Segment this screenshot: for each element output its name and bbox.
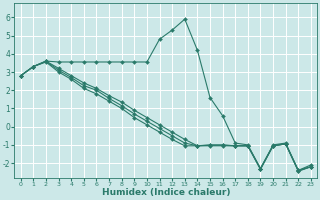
X-axis label: Humidex (Indice chaleur): Humidex (Indice chaleur) xyxy=(101,188,230,197)
